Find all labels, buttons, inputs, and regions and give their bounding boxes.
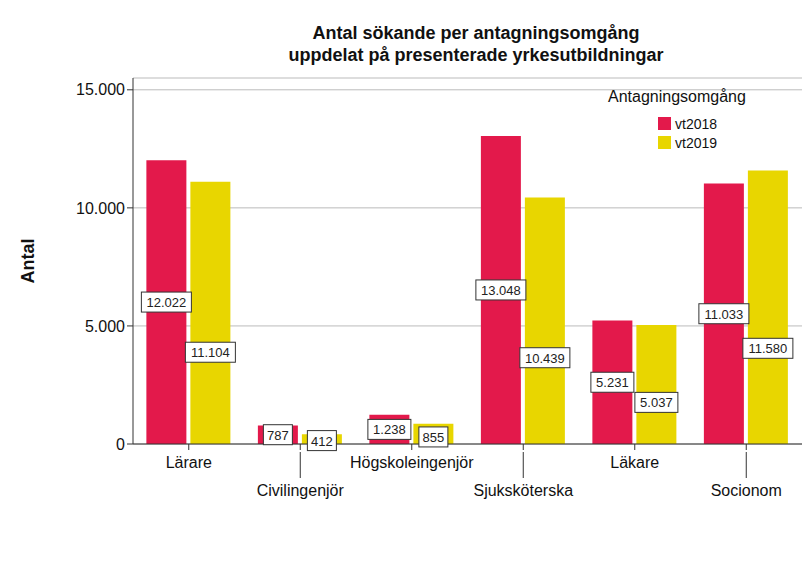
svg-text:11.033: 11.033: [704, 307, 743, 322]
svg-text:Högskoleingenjör: Högskoleingenjör: [350, 454, 474, 471]
svg-text:1.238: 1.238: [373, 422, 406, 437]
svg-text:855: 855: [423, 430, 445, 445]
svg-text:10.000: 10.000: [76, 200, 125, 217]
svg-text:5.037: 5.037: [640, 395, 673, 410]
svg-text:13.048: 13.048: [481, 283, 521, 298]
svg-text:412: 412: [311, 434, 333, 449]
svg-text:15.000: 15.000: [76, 81, 125, 98]
svg-text:Läkare: Läkare: [610, 454, 659, 471]
html-text:vt2018: vt2018: [675, 115, 717, 132]
svg-text:Lärare: Lärare: [166, 454, 212, 471]
svg-text:11.580: 11.580: [748, 341, 787, 356]
svg-text:0: 0: [116, 436, 125, 453]
svg-text:Sjuksköterska: Sjuksköterska: [473, 482, 573, 499]
html-text:uppdelat på presenterade yrkes: uppdelat på presenterade yrkesutbildning…: [288, 45, 664, 65]
svg-text:11.104: 11.104: [191, 345, 230, 360]
svg-text:5.000: 5.000: [85, 318, 125, 335]
svg-text:Antal: Antal: [18, 239, 38, 284]
svg-text:Civilingenjör: Civilingenjör: [257, 482, 345, 499]
svg-text:787: 787: [267, 428, 289, 443]
html-text:Antal sökande per antagningsom: Antal sökande per antagningsomgång: [312, 23, 640, 43]
html-text:Antagningsomgång: Antagningsomgång: [608, 88, 746, 105]
svg-text:Socionom: Socionom: [711, 482, 782, 499]
svg-text:5.231: 5.231: [596, 375, 629, 390]
svg-text:10.439: 10.439: [525, 351, 565, 366]
html-text:vt2019: vt2019: [675, 134, 717, 151]
svg-text:12.022: 12.022: [146, 295, 186, 310]
